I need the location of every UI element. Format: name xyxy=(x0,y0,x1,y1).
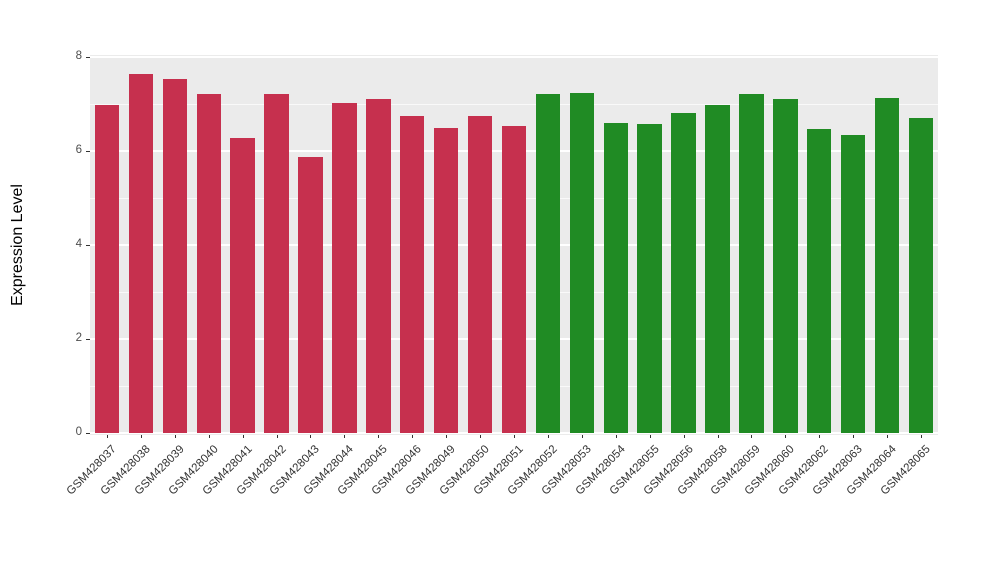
bar xyxy=(433,127,459,433)
x-tick-mark xyxy=(514,435,515,438)
bar xyxy=(400,116,425,433)
bar xyxy=(671,112,696,433)
y-tick-mark xyxy=(86,245,90,246)
y-tick-label: 2 xyxy=(75,332,82,344)
y-tick-mark xyxy=(86,57,90,58)
bar xyxy=(94,104,120,433)
x-tick-mark xyxy=(547,435,549,438)
bar xyxy=(739,94,764,433)
x-tick-mark xyxy=(310,435,312,438)
x-tick-mark xyxy=(921,435,923,438)
x-tick-mark xyxy=(649,435,651,438)
bar xyxy=(705,104,730,433)
x-tick-mark xyxy=(446,435,448,438)
gridline-minor xyxy=(90,103,938,105)
y-tick-label: 8 xyxy=(75,50,82,62)
x-tick-mark xyxy=(615,435,617,438)
y-tick-label: 4 xyxy=(75,238,82,250)
bar xyxy=(569,93,595,433)
y-axis-title: Expression Level xyxy=(9,184,26,306)
x-tick-mark xyxy=(785,435,787,438)
x-tick-mark xyxy=(106,435,108,438)
gridline-major xyxy=(90,432,938,434)
bar xyxy=(196,94,221,433)
bar xyxy=(535,94,561,433)
y-tick-label: 0 xyxy=(75,426,82,438)
x-tick-mark xyxy=(751,435,753,438)
bar xyxy=(501,126,527,433)
x-tick-mark xyxy=(174,435,176,438)
bar xyxy=(298,157,323,433)
y-tick-mark xyxy=(86,433,90,434)
bar xyxy=(230,137,255,433)
y-tick-mark xyxy=(86,151,90,152)
gridline-major xyxy=(90,56,938,58)
x-tick-mark xyxy=(276,435,278,438)
x-tick-mark xyxy=(853,435,855,438)
bar xyxy=(467,116,493,433)
x-tick-mark xyxy=(819,435,821,438)
bar xyxy=(162,79,187,433)
x-tick-mark xyxy=(887,435,889,438)
bar xyxy=(840,135,866,433)
x-tick-mark xyxy=(717,435,719,438)
x-tick-mark xyxy=(378,435,380,438)
bar xyxy=(128,73,154,433)
y-tick-label: 6 xyxy=(75,144,82,156)
x-tick-mark xyxy=(480,435,482,438)
bar xyxy=(264,94,289,433)
x-tick-mark xyxy=(140,435,142,438)
bar xyxy=(874,97,900,433)
bar xyxy=(807,128,832,433)
bar xyxy=(332,103,357,433)
bar xyxy=(366,98,391,433)
y-tick-mark xyxy=(86,339,90,340)
bar xyxy=(773,98,798,433)
x-tick-mark xyxy=(242,435,244,438)
bar xyxy=(908,118,934,433)
plot-area xyxy=(90,55,938,435)
x-tick-mark xyxy=(683,435,685,438)
x-tick-mark xyxy=(208,435,210,438)
bar xyxy=(637,124,662,433)
x-tick-mark xyxy=(412,435,414,438)
x-tick-mark xyxy=(344,435,346,438)
x-tick-mark xyxy=(581,435,583,438)
bar xyxy=(603,122,628,433)
